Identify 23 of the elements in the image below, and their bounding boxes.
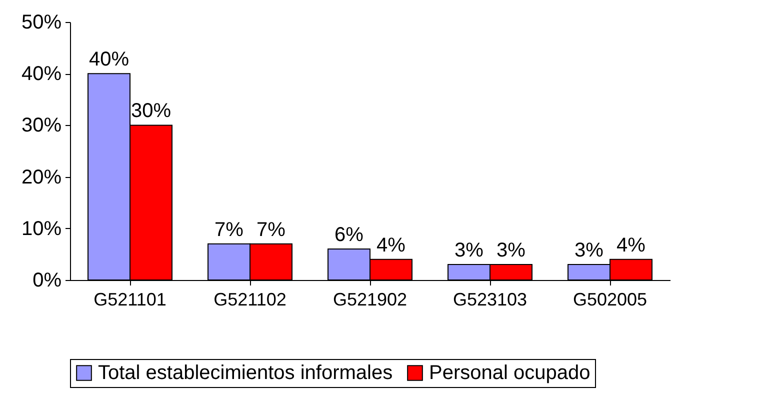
- x-tick-label: G523103: [452, 290, 528, 310]
- y-tick-label: 10%: [21, 218, 62, 240]
- data-label: 4%: [376, 234, 406, 256]
- data-label: 3%: [574, 240, 604, 262]
- data-label: 7%: [256, 218, 286, 241]
- x-tick-label: G521102: [214, 290, 286, 310]
- legend-label: Personal ocupado: [429, 362, 590, 384]
- y-tick-label: 30%: [21, 114, 62, 137]
- y-tick-label: 0%: [32, 270, 62, 292]
- y-tick-label: 50%: [21, 12, 62, 34]
- x-tick-label: G521902: [332, 290, 408, 310]
- data-label: 7%: [214, 218, 244, 241]
- y-tick-label: 20%: [21, 166, 62, 188]
- x-tick-label: G502005: [572, 290, 648, 310]
- data-label: 4%: [616, 234, 646, 256]
- legend-label: Total establecimientos informales: [98, 362, 393, 384]
- data-label: 3%: [454, 240, 484, 262]
- y-tick-label: 40%: [21, 63, 62, 86]
- data-label: 3%: [496, 240, 526, 262]
- data-label: 30%: [130, 100, 172, 122]
- data-label: 6%: [334, 224, 364, 246]
- x-tick-label: G521101: [94, 290, 166, 310]
- data-label: 40%: [88, 48, 130, 71]
